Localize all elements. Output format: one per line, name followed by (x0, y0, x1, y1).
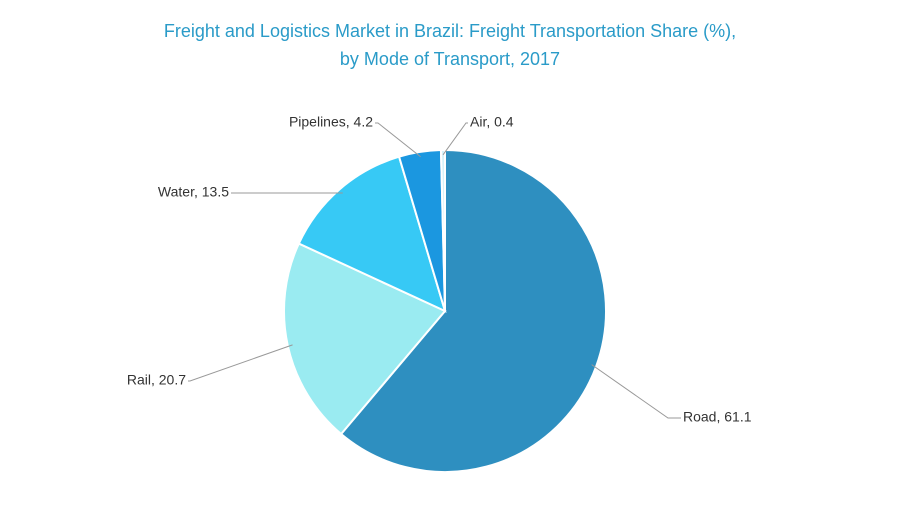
data-label: Rail, 20.7 (127, 372, 186, 388)
leader-line (188, 344, 293, 382)
pie-slice (439, 148, 446, 312)
chart-title: Freight and Logistics Market in Brazil: … (164, 21, 736, 41)
data-label: Pipelines, 4.2 (289, 114, 373, 130)
pie-slice (297, 155, 447, 313)
data-label: Water, 13.5 (158, 184, 229, 200)
data-label: Road, 61.1 (683, 409, 752, 425)
leader-line (591, 364, 681, 419)
leader-line (442, 122, 468, 156)
data-label: Air, 0.4 (470, 114, 514, 130)
chart-title: by Mode of Transport, 2017 (340, 49, 560, 69)
pie-slice (339, 148, 607, 473)
leader-line (375, 122, 421, 158)
pie-slice (283, 242, 447, 436)
